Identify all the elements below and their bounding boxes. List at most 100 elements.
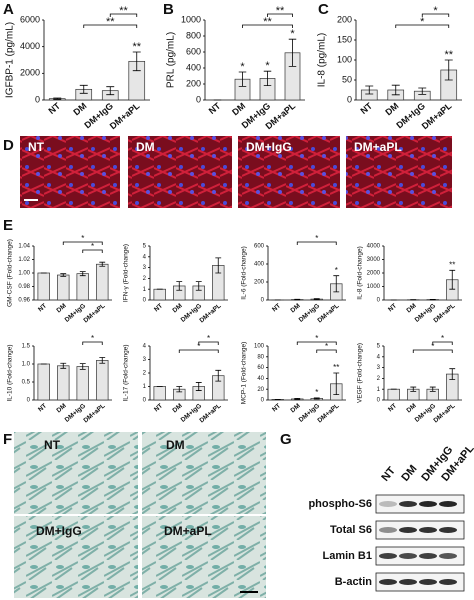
x-tick-label: DM [71, 101, 88, 118]
error-bar [132, 51, 141, 72]
image [20, 136, 120, 208]
y-tick-label: 1 [143, 384, 147, 390]
image [14, 432, 138, 514]
y-tick-label: 400 [186, 62, 201, 72]
bracket [267, 13, 293, 17]
error-bar [99, 357, 106, 364]
error-bar [391, 84, 400, 96]
y-tick-label: 2 [143, 276, 147, 282]
band [379, 579, 397, 585]
y-tick-label: 20 [257, 387, 264, 393]
error-bar [294, 298, 301, 301]
error-bar [215, 369, 222, 382]
lane-label: NT [379, 465, 398, 484]
x-tick-label: DM+aPL [316, 402, 340, 424]
y-tick-label: 1.04 [18, 244, 30, 250]
error-bar [313, 397, 320, 400]
y-tick-label: 4 [143, 344, 147, 350]
bar [153, 288, 166, 301]
y-axis-label: IL-10 (Fold-change) [7, 344, 14, 401]
image-label: DM [166, 438, 185, 452]
y-tick-label: 3 [143, 357, 147, 363]
y-tick-label: 4 [377, 354, 381, 360]
error-bar [333, 372, 340, 395]
y-axis-label: VEGF (Fold-change) [357, 343, 364, 403]
bracket [432, 341, 453, 345]
y-tick-label: 0 [196, 94, 201, 104]
band [379, 527, 397, 533]
panel-letter: B [163, 1, 174, 18]
bracket [421, 13, 450, 17]
y-tick-label: 0 [261, 398, 265, 404]
y-axis-label: GM-CSF (Fold-change) [7, 239, 14, 307]
x-tick-label: DM [289, 302, 301, 314]
x-tick-label: DM [55, 302, 67, 314]
y-tick-label: 200 [337, 14, 352, 24]
y-tick-label: 3 [377, 365, 381, 371]
bracket [62, 241, 103, 245]
x-tick-label: DM [171, 402, 183, 414]
y-tick-label: 200 [186, 78, 201, 88]
band [419, 501, 437, 507]
error-bar [333, 275, 340, 293]
x-tick-label: NT [207, 100, 223, 116]
bar [387, 388, 400, 401]
x-tick-label: DM+aPL [108, 100, 142, 131]
band [399, 501, 417, 507]
significance: ** [333, 363, 339, 372]
bracket-label: * [81, 234, 84, 243]
panel-letter: F [3, 431, 12, 448]
error-bar [60, 362, 67, 369]
bracket [109, 13, 138, 17]
bracket [296, 341, 337, 345]
y-tick-label: 100 [337, 54, 352, 64]
bracket-label: * [325, 342, 328, 351]
y-tick-label: 1.02 [18, 257, 30, 263]
y-tick-label: 0 [35, 94, 40, 104]
y-tick-label: 5 [143, 244, 147, 250]
error-bar [176, 386, 183, 393]
x-tick-label: NT [153, 402, 164, 413]
band [379, 553, 397, 559]
image [14, 516, 138, 598]
x-tick-label: DM [405, 302, 417, 314]
y-tick-label: 0 [143, 298, 147, 304]
image-label: DM+IgG [36, 524, 82, 538]
significance: ** [444, 49, 453, 61]
y-axis-label: MCP-1 (Fold-change) [241, 342, 248, 405]
bracket-label: * [315, 234, 318, 243]
y-tick-label: 2 [143, 371, 147, 377]
bar [57, 365, 70, 401]
y-tick-label: 0 [143, 398, 147, 404]
significance: ** [449, 260, 455, 269]
band [419, 579, 437, 585]
bracket-label: ** [106, 16, 115, 28]
image-label: DM+IgG [246, 140, 292, 154]
y-axis-label: IL-17 (Fold-change) [123, 344, 130, 401]
bracket-label: * [433, 5, 438, 17]
bracket [316, 349, 337, 353]
y-axis-label: IFN-γ (Fold-change) [123, 244, 130, 302]
image-label: DM [136, 140, 155, 154]
bracket-label: ** [276, 5, 285, 17]
y-tick-label: 4000 [20, 41, 40, 51]
error-bar [418, 87, 427, 95]
bracket [296, 241, 337, 245]
x-tick-label: DM [383, 101, 400, 118]
bracket [82, 341, 103, 345]
y-tick-label: 80 [257, 354, 264, 360]
band [399, 579, 417, 585]
bar [37, 363, 50, 401]
x-tick-label: DM [289, 402, 301, 414]
y-axis-label: IL-8 (pg/mL) [317, 33, 328, 87]
bracket [83, 24, 138, 28]
panel-letter: E [3, 217, 13, 234]
bracket-label: * [197, 342, 200, 351]
band [399, 553, 417, 559]
x-tick-label: NT [271, 302, 282, 313]
band [439, 501, 457, 507]
error-bar [176, 281, 183, 291]
x-tick-label: DM [171, 302, 183, 314]
y-tick-label: 600 [186, 46, 201, 56]
